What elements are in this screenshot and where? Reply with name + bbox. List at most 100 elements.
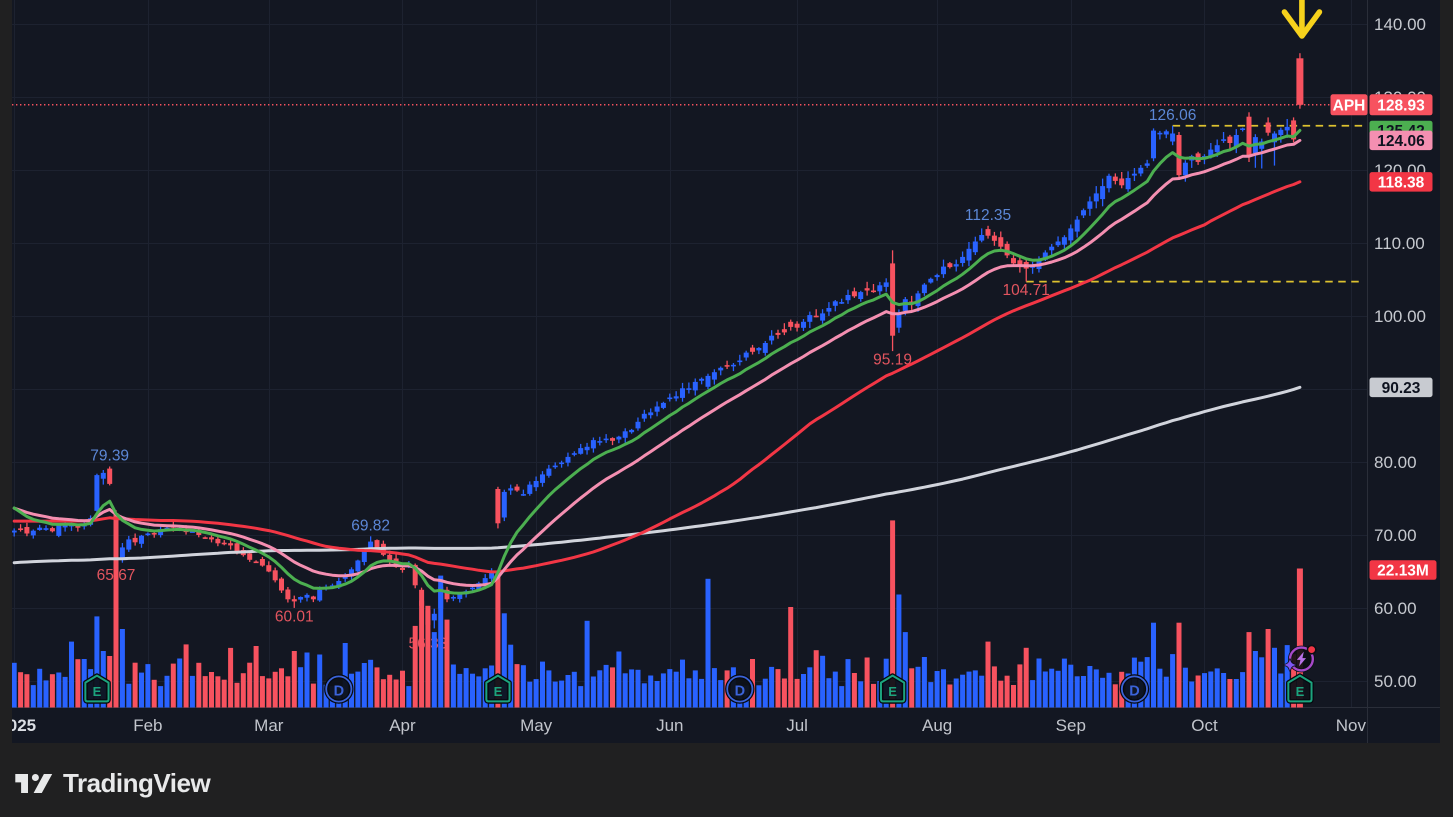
volume-bar (578, 686, 584, 708)
candle-body (215, 538, 221, 544)
price-chart-canvas[interactable]: 79.3965.6760.0169.8256.3395.19112.35104.… (12, 0, 1440, 743)
volume-bar (998, 680, 1004, 708)
last-price-badge-bg (1369, 94, 1433, 116)
dividend-letter: D (735, 683, 745, 699)
candle-body (883, 282, 889, 287)
dividend-marker[interactable]: D (1119, 674, 1150, 704)
volume-bar (49, 674, 55, 708)
candle-body (775, 332, 781, 335)
time-axis-month-label[interactable]: Oct (1191, 716, 1218, 735)
earnings-marker[interactable]: E (83, 673, 111, 704)
overlay-ma-fast[interactable] (12, 128, 1302, 595)
volume-bar (692, 670, 698, 708)
ai-spark-bolt (1296, 651, 1307, 667)
pivot-label-104.71: 104.71 (1003, 282, 1050, 299)
volume-bar (291, 651, 297, 708)
volume-bar (1163, 676, 1169, 708)
volume-bar (132, 662, 138, 708)
candle-body (387, 554, 393, 562)
candle-body (972, 241, 978, 253)
volume-bars (12, 520, 1303, 708)
volume-bar (756, 685, 762, 708)
candle-body (902, 299, 908, 311)
earnings-marker[interactable]: E (484, 673, 512, 704)
volume-bar (1061, 658, 1067, 708)
volume-bar (361, 663, 367, 708)
last-price-badge-text: 128.93 (1377, 97, 1425, 114)
candle-body (336, 581, 342, 588)
candle-body (1144, 163, 1150, 166)
volume-bar (953, 678, 959, 708)
candle-body (610, 438, 615, 441)
candle-body (501, 491, 507, 518)
volume-bar (1259, 657, 1265, 708)
time-axis-month-label[interactable]: May (520, 716, 553, 735)
tradingview-logo-icon[interactable] (15, 773, 53, 794)
volume-bar (253, 646, 259, 708)
volume-bar (1030, 680, 1036, 708)
candle-body (1284, 126, 1290, 131)
overlay-ma-mid[interactable] (12, 138, 1302, 587)
down-arrow-annotation[interactable] (1281, 0, 1323, 39)
volume-bar (934, 671, 940, 708)
candle-body (234, 543, 240, 551)
tradingview-brand-text[interactable]: TradingView (63, 768, 211, 798)
time-axis-month-label[interactable]: Feb (133, 716, 162, 735)
volume-bar (1272, 647, 1277, 708)
candle-body (520, 494, 526, 496)
candle-body (132, 537, 138, 543)
overlay-ma-slow[interactable] (12, 180, 1302, 574)
time-axis-month-label[interactable]: Nov (1336, 716, 1367, 735)
candle-body (1011, 258, 1016, 264)
earnings-marker[interactable]: E (1286, 673, 1314, 704)
volume-bar (69, 641, 74, 708)
volume-bar (686, 678, 692, 708)
candle-body (1296, 58, 1304, 105)
candle-body (1233, 135, 1239, 147)
volume-bar (902, 632, 908, 708)
ai-spark-icon[interactable] (1283, 644, 1317, 673)
candle-body (1087, 201, 1093, 209)
volume-badge-bg (1369, 560, 1437, 580)
time-axis-month-label[interactable]: Jun (656, 716, 683, 735)
candle-body (622, 431, 628, 438)
candle-body (1081, 210, 1086, 216)
candle-body (985, 229, 991, 236)
volume-bar (826, 678, 832, 708)
earnings-marker[interactable]: E (878, 673, 907, 704)
volume-bar (985, 641, 991, 708)
ma-badge-long-bg (1369, 377, 1433, 398)
volume-bar (514, 664, 520, 708)
ma-badge-mid-bg (1369, 130, 1433, 151)
volume-bar (151, 679, 157, 708)
volume-bar (941, 669, 946, 708)
overlay-ma-long[interactable] (12, 385, 1302, 565)
volume-bar (781, 678, 787, 708)
volume-bar (527, 681, 533, 708)
volume-bar (1176, 622, 1182, 708)
time-axis-month-label[interactable]: Sep (1056, 716, 1086, 735)
symbol-ticker-badge: APH (1330, 94, 1368, 116)
dividend-marker[interactable]: D (324, 674, 354, 704)
time-axis-month-label[interactable]: Apr (389, 716, 416, 735)
volume-badge-text: 22.13M (1377, 563, 1429, 580)
volume-bar (164, 675, 170, 708)
candle-body (540, 474, 545, 483)
ai-spark-dot (1306, 644, 1317, 655)
volume-bar (240, 673, 246, 708)
volume-bar (718, 680, 724, 708)
time-axis-month-label[interactable]: Aug (922, 716, 952, 735)
candle-body (291, 599, 297, 602)
dividend-marker[interactable]: D (725, 674, 755, 704)
volume-bar (1068, 664, 1074, 708)
candle-body (680, 388, 685, 398)
time-axis-year-label[interactable]: 2025 (12, 716, 36, 735)
pivot-label-112.35: 112.35 (965, 207, 1011, 224)
logomark-slash (33, 773, 53, 793)
time-axis-month-label[interactable]: Jul (786, 716, 808, 735)
candle-body (24, 527, 30, 534)
volume-bar (272, 671, 278, 708)
candle-body (998, 237, 1004, 247)
candle-body (444, 589, 450, 600)
time-axis-month-label[interactable]: Mar (254, 716, 284, 735)
